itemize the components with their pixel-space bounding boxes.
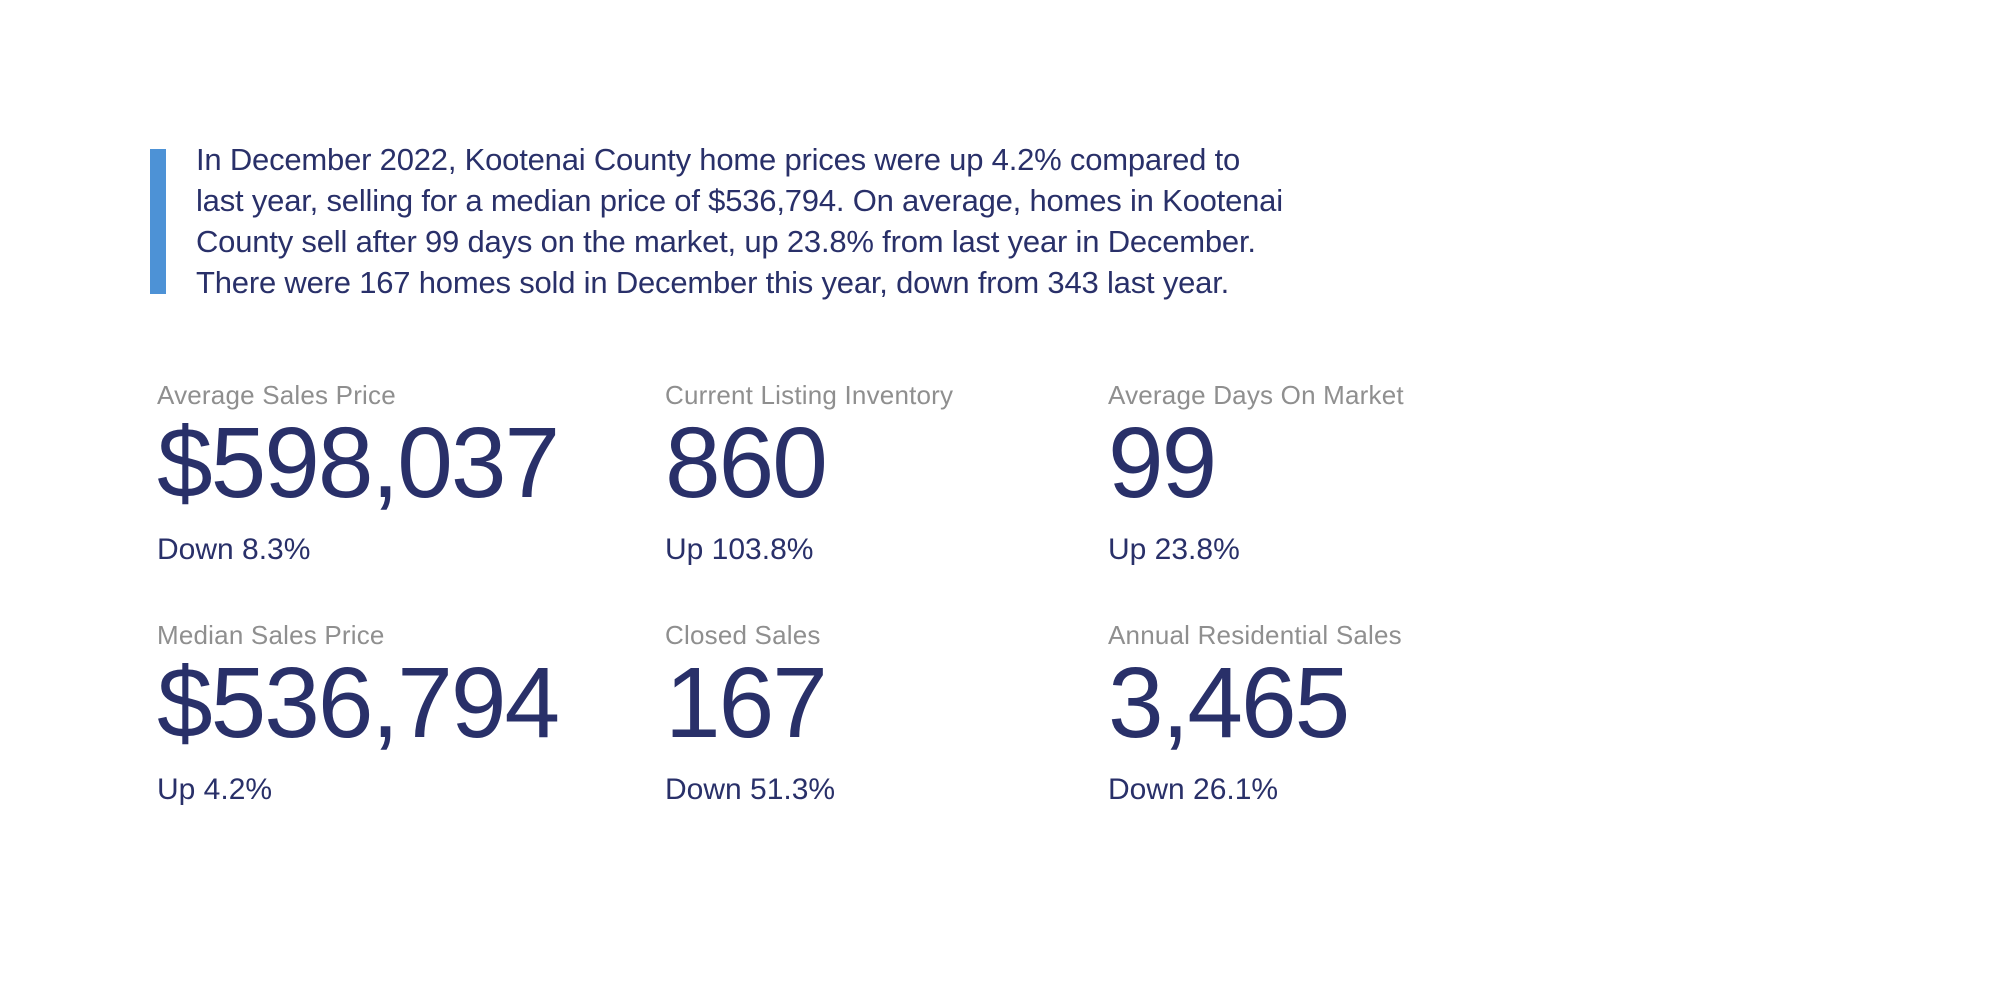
stat-value: 3,465 [1108, 647, 1350, 759]
stat-change: Down 8.3% [157, 533, 311, 566]
summary-text: In December 2022, Kootenai County home p… [196, 139, 1283, 303]
summary-line: In December 2022, Kootenai County home p… [196, 142, 1241, 177]
stat-average-sales-price: Average Sales Price $598,037 Down 8.3% [157, 380, 665, 570]
stat-label: Median Sales Price [157, 620, 385, 650]
stat-change: Up 103.8% [665, 533, 814, 566]
stat-label: Annual Residential Sales [1108, 620, 1402, 650]
stat-change: Down 51.3% [665, 773, 836, 806]
stat-label: Current Listing Inventory [665, 380, 954, 410]
stat-label: Average Sales Price [157, 380, 396, 410]
summary-line: last year, selling for a median price of… [196, 183, 1283, 218]
stat-label: Closed Sales [665, 620, 821, 650]
stats-grid: Average Sales Price $598,037 Down 8.3% C… [157, 380, 1628, 810]
market-summary-blockquote: In December 2022, Kootenai County home p… [150, 139, 1283, 303]
stat-closed-sales: Closed Sales 167 Down 51.3% [665, 620, 1108, 810]
summary-line: County sell after 99 days on the market,… [196, 224, 1256, 259]
stat-average-days-on-market: Average Days On Market 99 Up 23.8% [1108, 380, 1628, 570]
stat-value: 860 [665, 407, 828, 519]
stat-change: Up 4.2% [157, 773, 273, 806]
stat-value: 99 [1108, 407, 1217, 519]
stat-current-listing-inventory: Current Listing Inventory 860 Up 103.8% [665, 380, 1108, 570]
stat-value: $598,037 [157, 407, 560, 519]
stat-median-sales-price: Median Sales Price $536,794 Up 4.2% [157, 620, 665, 810]
stat-value: 167 [665, 647, 828, 759]
stat-value: $536,794 [157, 647, 560, 759]
stat-label: Average Days On Market [1108, 380, 1404, 410]
stat-change: Down 26.1% [1108, 773, 1279, 806]
stat-change: Up 23.8% [1108, 533, 1240, 566]
summary-line: There were 167 homes sold in December th… [196, 265, 1230, 300]
stat-annual-residential-sales: Annual Residential Sales 3,465 Down 26.1… [1108, 620, 1628, 810]
summary-accent-bar [150, 149, 166, 294]
